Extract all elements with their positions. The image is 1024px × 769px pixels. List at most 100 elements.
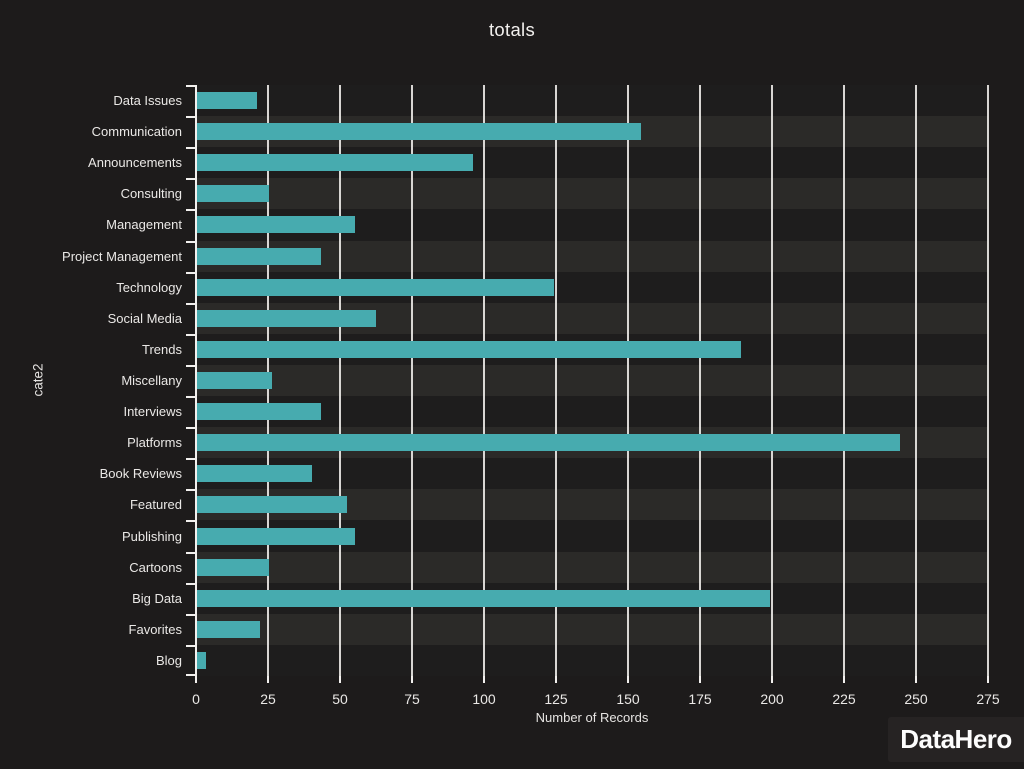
x-axis-tick bbox=[339, 676, 341, 683]
y-axis-tick bbox=[186, 364, 196, 367]
category-label: Trends bbox=[142, 341, 182, 357]
row-stripe bbox=[196, 240, 988, 272]
bar-cartoons[interactable] bbox=[197, 558, 269, 576]
x-tick-label: 175 bbox=[688, 691, 712, 707]
category-label: Management bbox=[106, 217, 182, 233]
y-axis-tick bbox=[186, 147, 196, 150]
x-axis-tick bbox=[699, 676, 701, 683]
row-stripe bbox=[196, 396, 988, 428]
gridline bbox=[483, 85, 485, 676]
x-axis-tick bbox=[555, 676, 557, 683]
gridline bbox=[843, 85, 845, 676]
y-axis-tick bbox=[186, 674, 196, 676]
category-label: Consulting bbox=[120, 186, 182, 202]
bar-book-reviews[interactable] bbox=[197, 465, 313, 483]
category-label: Technology bbox=[116, 279, 182, 295]
x-axis-tick bbox=[627, 676, 629, 683]
x-tick-label: 250 bbox=[904, 691, 928, 707]
bar-communication[interactable] bbox=[197, 123, 641, 141]
category-label: Featured bbox=[129, 497, 182, 513]
category-label: Project Management bbox=[62, 248, 182, 264]
bar-management[interactable] bbox=[197, 216, 356, 234]
category-label: Social Media bbox=[107, 310, 182, 326]
x-tick-label: 150 bbox=[616, 691, 640, 707]
category-label: Data Issues bbox=[113, 93, 182, 109]
x-axis-tick bbox=[483, 676, 485, 683]
y-axis-tick bbox=[186, 116, 196, 119]
bar-project-management[interactable] bbox=[197, 247, 321, 265]
bar-favorites[interactable] bbox=[197, 620, 261, 638]
gridline bbox=[987, 85, 989, 676]
y-axis-tick bbox=[186, 302, 196, 305]
x-tick-label: 50 bbox=[332, 691, 348, 707]
x-tick-label: 0 bbox=[192, 691, 200, 707]
x-tick-label: 225 bbox=[832, 691, 856, 707]
x-axis-tick bbox=[411, 676, 413, 683]
bar-data-issues[interactable] bbox=[197, 92, 258, 110]
category-label: Blog bbox=[155, 652, 182, 668]
y-axis-tick bbox=[186, 582, 196, 585]
bar-featured[interactable] bbox=[197, 496, 347, 514]
x-tick-label: 275 bbox=[976, 691, 1000, 707]
bar-technology[interactable] bbox=[197, 278, 555, 296]
category-label: Big Data bbox=[132, 590, 182, 606]
category-label: Interviews bbox=[123, 404, 182, 420]
y-axis-tick bbox=[186, 396, 196, 399]
row-stripe bbox=[196, 178, 988, 210]
bar-consulting[interactable] bbox=[197, 185, 269, 203]
bar-publishing[interactable] bbox=[197, 527, 356, 545]
bar-blog[interactable] bbox=[197, 651, 206, 669]
y-axis-tick bbox=[186, 271, 196, 274]
y-axis-line bbox=[195, 85, 197, 676]
category-label: Miscellany bbox=[121, 373, 182, 388]
category-label: Book Reviews bbox=[99, 466, 182, 482]
y-axis-tick bbox=[186, 85, 196, 87]
y-axis-tick bbox=[186, 240, 196, 243]
datahero-logo: DataHero bbox=[888, 717, 1024, 762]
x-tick-label: 100 bbox=[472, 691, 496, 707]
y-axis-tick bbox=[186, 209, 196, 212]
gridline bbox=[411, 85, 413, 676]
category-label: Publishing bbox=[122, 528, 182, 544]
bar-trends[interactable] bbox=[197, 340, 742, 358]
x-tick-label: 75 bbox=[404, 691, 420, 707]
category-label: Favorites bbox=[128, 621, 182, 637]
y-axis-tick bbox=[186, 427, 196, 430]
gridline bbox=[699, 85, 701, 676]
row-stripe bbox=[196, 458, 988, 490]
bar-miscellany[interactable] bbox=[197, 372, 272, 389]
gridline bbox=[771, 85, 773, 676]
chart-title: totals bbox=[488, 19, 536, 40]
bar-platforms[interactable] bbox=[197, 434, 900, 452]
x-axis-tick bbox=[843, 676, 845, 683]
x-axis-tick bbox=[195, 676, 197, 683]
row-stripe bbox=[196, 551, 988, 583]
x-axis-tick bbox=[771, 676, 773, 683]
bar-interviews[interactable] bbox=[197, 403, 321, 421]
gridline bbox=[555, 85, 557, 676]
bar-social-media[interactable] bbox=[197, 309, 376, 327]
bar-big-data[interactable] bbox=[197, 589, 771, 607]
x-tick-label: 125 bbox=[544, 691, 568, 707]
bar-announcements[interactable] bbox=[197, 154, 474, 172]
gridline bbox=[339, 85, 341, 676]
y-axis-tick bbox=[186, 333, 196, 336]
y-axis-tick bbox=[186, 178, 196, 181]
y-axis-tick bbox=[186, 613, 196, 616]
plot-area bbox=[186, 85, 989, 676]
row-stripe bbox=[196, 613, 988, 645]
gridline bbox=[915, 85, 917, 676]
category-label: Platforms bbox=[127, 435, 182, 451]
y-axis-tick bbox=[186, 551, 196, 554]
x-axis-tick bbox=[267, 676, 269, 683]
row-stripe bbox=[196, 644, 988, 676]
row-stripe bbox=[196, 85, 988, 117]
y-axis-tick bbox=[186, 458, 196, 461]
category-label: Communication bbox=[91, 124, 182, 140]
y-axis-tick bbox=[186, 520, 196, 523]
category-label: Announcements bbox=[88, 155, 182, 171]
datahero-logo-text: DataHero bbox=[900, 724, 1012, 754]
x-axis-title: Number of Records bbox=[535, 710, 649, 725]
category-label: Cartoons bbox=[129, 559, 182, 575]
